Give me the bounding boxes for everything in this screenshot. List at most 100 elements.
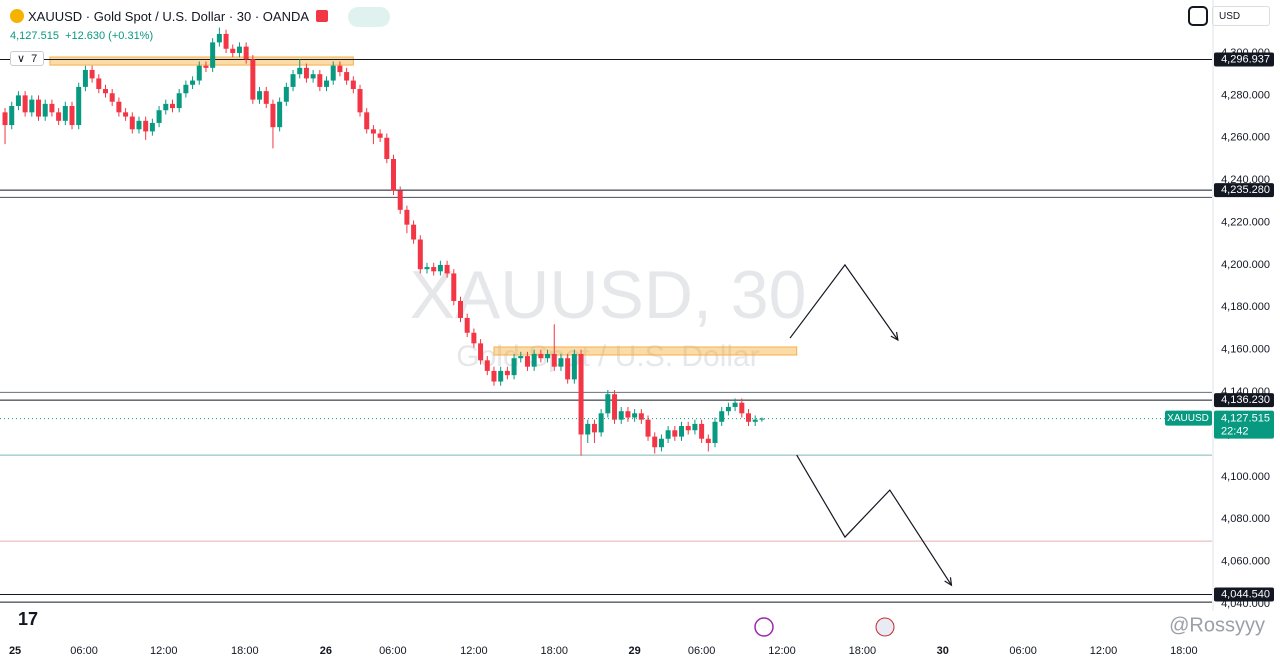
candle-body (196, 65, 202, 81)
event-icon[interactable] (754, 617, 774, 637)
x-tick-label: 06:00 (70, 645, 98, 657)
candle-body (391, 158, 397, 191)
level-label: 4,296.937 (1221, 53, 1270, 65)
status-pill[interactable] (348, 7, 390, 27)
y-tick-label: 4,060.000 (1221, 556, 1270, 568)
level-label: 4,235.280 (1221, 184, 1270, 196)
candle-body (699, 423, 705, 439)
candle-body (243, 46, 249, 60)
candle-body (364, 112, 370, 130)
symbol[interactable]: XAUUSD · Gold Spot / U.S. Dollar · 30 · … (10, 9, 309, 24)
candle-body (82, 69, 88, 87)
candle-body (524, 356, 530, 367)
last-price-box (1214, 410, 1274, 439)
arrow-head (890, 331, 899, 342)
candle-body (15, 95, 21, 106)
candle-body (69, 105, 75, 126)
candle-body (156, 110, 162, 123)
candle-body (250, 59, 256, 100)
candle-body (672, 430, 678, 437)
currency-label: USD (1219, 11, 1241, 22)
candle-body (685, 426, 691, 431)
candle-body (658, 438, 664, 448)
indicator-count[interactable]: ∨ 7 (10, 51, 45, 66)
candle-body (163, 103, 169, 111)
flag-icon[interactable] (875, 617, 895, 637)
settings-button[interactable] (1188, 6, 1208, 26)
x-tick-label: 18:00 (540, 645, 568, 657)
currency[interactable]: USD (1212, 6, 1270, 26)
x-tick-label: 06:00 (1009, 645, 1037, 657)
x-tick-label: 29 (629, 645, 641, 657)
candle-body (444, 264, 450, 274)
watermark-title: XAUUSD, 30 (410, 257, 807, 333)
arrow (796, 454, 952, 586)
plot (0, 27, 1212, 603)
level-label: 4,136.230 (1221, 394, 1270, 406)
candle-body (337, 65, 343, 73)
candle-body (203, 65, 209, 68)
candle-body (36, 99, 42, 117)
x-tick-label: 06:00 (688, 645, 716, 657)
candle-body (417, 239, 423, 270)
candle-body (618, 411, 624, 420)
zone (49, 56, 354, 66)
last-tag: XAUUSD (1167, 413, 1209, 424)
arrow (789, 263, 899, 341)
x-tick-label: 26 (320, 645, 332, 657)
arrow-head (944, 577, 953, 587)
candle-body (377, 133, 383, 138)
candle-body (464, 317, 470, 333)
symbol-line: XAUUSD · Gold Spot / U.S. Dollar · 30 · … (28, 9, 310, 24)
candle-body (712, 421, 718, 443)
x-tick-label: 12:00 (1090, 645, 1118, 657)
candle-body (42, 103, 48, 117)
candle-body (62, 105, 68, 121)
candle-body (169, 103, 175, 109)
candle-body (297, 67, 303, 75)
candle-body (230, 48, 236, 53)
y-tick-label: 4,280.000 (1221, 89, 1270, 101)
candle-body (732, 402, 738, 407)
candle-body (739, 402, 745, 414)
candle-body (183, 84, 189, 94)
flag (316, 10, 328, 22)
candle-body (551, 353, 557, 367)
candle-body (344, 72, 350, 81)
candle-body (605, 394, 611, 414)
candle-body (431, 267, 437, 272)
x-tick-label: 25 (9, 645, 21, 657)
x-tick-label: 18:00 (1170, 645, 1198, 657)
credit: @Rossyyy (1169, 614, 1265, 636)
price: 4,127.515 +12.630 (+0.31%) (10, 30, 153, 42)
candle-body (545, 353, 551, 359)
candle-body (759, 418, 765, 420)
candle-body (384, 137, 390, 159)
candle-body (129, 116, 135, 130)
y-tick-label: 4,240.000 (1221, 174, 1270, 186)
time-axis-bg (0, 611, 1280, 663)
candle-body (257, 91, 263, 100)
level-label: 4,044.540 (1221, 588, 1270, 600)
y-tick-label: 4,260.000 (1221, 132, 1270, 144)
candle-body (498, 370, 504, 382)
candle-body (471, 332, 477, 344)
candle-body (357, 89, 363, 113)
candle-body (437, 264, 443, 272)
candle-body (457, 300, 463, 318)
candle-body (330, 65, 336, 81)
candle-body (29, 99, 35, 113)
candle-body (89, 69, 95, 79)
candle-body (123, 112, 129, 117)
candle-body (303, 67, 309, 79)
candle-body (632, 413, 638, 418)
candle-body (49, 103, 55, 113)
candle-body (451, 273, 457, 301)
candle-body (136, 120, 142, 130)
candle-body (236, 46, 242, 53)
candle-body (370, 129, 376, 134)
level-label-box (1214, 183, 1274, 198)
candle-body (491, 370, 497, 382)
candle-body (116, 101, 122, 113)
